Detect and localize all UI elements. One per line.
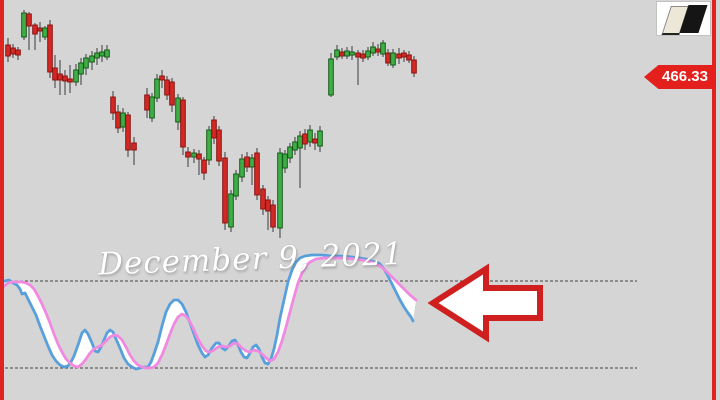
current-price-badge: 466.33	[644, 65, 716, 89]
oscillator-guide-lines	[5, 280, 637, 369]
candlestick-series	[5, 10, 417, 238]
signal-line-line	[0, 256, 418, 370]
chart-left-border	[0, 0, 4, 400]
price-axis-line	[712, 0, 716, 400]
oscillator-series	[0, 253, 418, 371]
highlight-arrow-left-icon	[427, 263, 548, 352]
brand-logo	[656, 1, 711, 36]
